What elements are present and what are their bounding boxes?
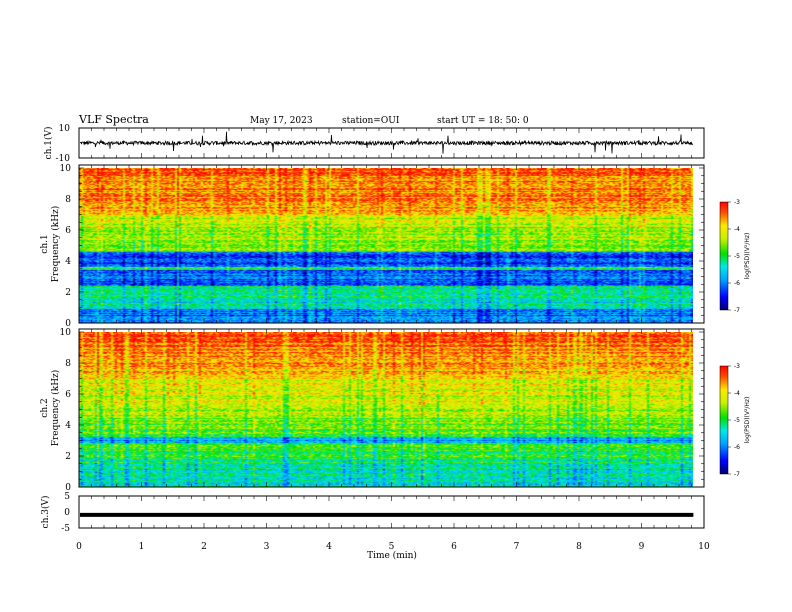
x-tick-label: 1 — [139, 542, 145, 552]
x-tick-label: 2 — [201, 542, 207, 552]
ch2-spectrogram-image — [79, 332, 693, 487]
ch2-colorbar-tick-label: -4 — [734, 390, 740, 397]
ch1-waveform-trace — [79, 131, 694, 154]
ch1-colorbar-tick-label: -3 — [734, 199, 740, 206]
ch1-colorbar-label: log(PSD)(V²/Hz) — [744, 233, 751, 280]
figure-title: VLF Spectra — [78, 113, 149, 126]
ch2-spec-ytick-label: 0 — [65, 483, 71, 493]
ch1-colorbar-tick-label: -6 — [734, 280, 740, 287]
start-time-label: start UT = 18: 50: 0 — [437, 116, 529, 126]
ch1-spec-ylabel-line1: ch.1 — [40, 234, 50, 253]
ch2-colorbar-tick-label: -5 — [734, 417, 740, 424]
x-tick-label: 10 — [698, 542, 710, 552]
ch3-ylabel: ch.3(V) — [40, 496, 51, 529]
ch1-colorbar — [719, 201, 729, 311]
x-tick-label: 0 — [76, 542, 82, 552]
ch2-spec-ylabel-line2: Frequency (kHz) — [50, 370, 61, 447]
ch1-spec-ytick-label: 8 — [65, 195, 71, 205]
date-label: May 17, 2023 — [250, 116, 313, 126]
ch2-spec-ytick-label: 4 — [65, 421, 71, 431]
ch1-spec-ytick-label: 10 — [60, 164, 72, 174]
ch1-ytick-top: 10 — [59, 124, 71, 134]
ch2-colorbar-tick-label: -6 — [734, 444, 740, 451]
ch2-colorbar-tick-label: -7 — [734, 471, 740, 478]
x-tick-label: 5 — [389, 542, 395, 552]
x-tick-label: 9 — [639, 542, 645, 552]
ch1-colorbar-tick-label: -7 — [734, 307, 740, 314]
x-tick-label: 6 — [451, 542, 457, 552]
ch1-waveform-panel: 10 -10 ch.1(V) — [43, 124, 705, 164]
ch2-colorbar — [719, 365, 729, 475]
ch1-colorbar-tick-label: -5 — [734, 253, 740, 260]
ch2-spec-ytick-label: 6 — [65, 390, 71, 400]
ch3-ytick-mid: 0 — [64, 508, 70, 518]
ch2-colorbar-tick-label: -3 — [734, 363, 740, 370]
ch1-colorbar-tick-label: -4 — [734, 226, 740, 233]
station-label: station=OUI — [342, 116, 400, 126]
ch2-spec-ytick-label: 2 — [65, 452, 71, 462]
x-tick-label: 4 — [326, 542, 332, 552]
ch2-spec-ylabel-line1: ch.2 — [40, 398, 50, 417]
ch1-spec-ylabel-line2: Frequency (kHz) — [50, 206, 61, 283]
ch3-ytick-bottom: -5 — [61, 524, 70, 534]
ch2-spec-ytick-label: 8 — [65, 359, 71, 369]
x-tick-label: 7 — [514, 542, 520, 552]
x-tick-label: 3 — [264, 542, 270, 552]
ch1-spec-ytick-label: 4 — [65, 257, 71, 267]
x-axis-label: Time (min) — [367, 550, 417, 561]
ch1-spec-ytick-label: 0 — [65, 319, 71, 329]
ch2-spec-ytick-label: 10 — [60, 328, 72, 338]
ch1-spectrogram-image — [79, 168, 693, 323]
ch1-ylabel: ch.1(V) — [43, 127, 54, 160]
ch2-colorbar-label: log(PSD)(V²/Hz) — [744, 397, 751, 444]
ch3-waveform-panel: 5 0 -5 ch.3(V) — [40, 492, 705, 534]
x-tick-label: 8 — [576, 542, 582, 552]
ch1-spec-ytick-label: 6 — [65, 226, 71, 236]
ch1-spec-ytick-label: 2 — [65, 288, 71, 298]
ch3-ytick-top: 5 — [64, 492, 70, 502]
ch1-ytick-bottom: -10 — [56, 154, 71, 164]
